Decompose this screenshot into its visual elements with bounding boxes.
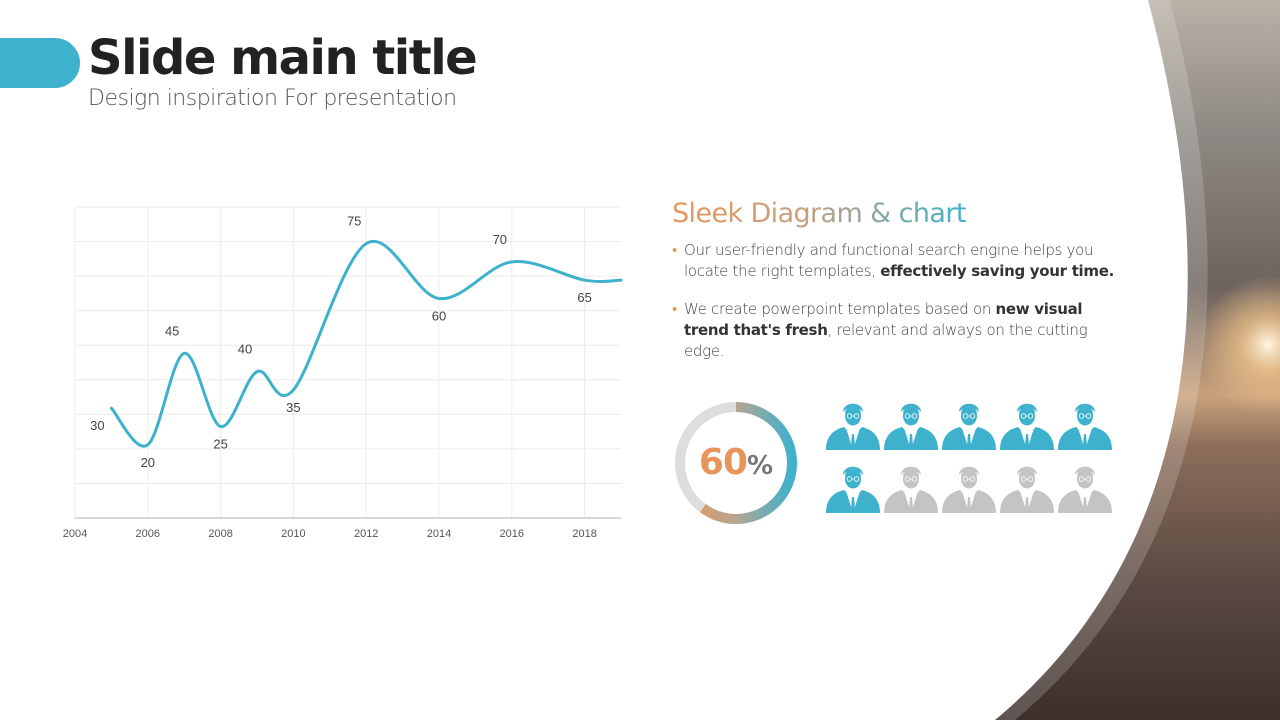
bullet-text: We create powerpoint templates based on	[684, 300, 996, 318]
x-tick-label: 2004	[63, 528, 87, 540]
info-bullets: • Our user-friendly and functional search…	[672, 240, 1122, 379]
title-accent-tab	[0, 38, 80, 88]
x-tick-label: 2014	[427, 528, 451, 540]
data-label: 45	[165, 323, 179, 338]
businessman-icon	[882, 459, 940, 515]
x-tick-label: 2006	[136, 528, 160, 540]
data-label: 60	[432, 308, 446, 323]
data-label: 75	[347, 214, 361, 229]
bullet-item: • We create powerpoint templates based on…	[672, 299, 1122, 362]
x-tick-label: 2018	[572, 528, 596, 540]
data-label: 25	[213, 437, 227, 452]
data-labels: 30 20 45 25 40 35 75 60 70 65	[90, 214, 592, 470]
percent-number: 60	[698, 442, 748, 483]
x-tick-label: 2008	[208, 528, 232, 540]
businessman-icon	[824, 459, 882, 515]
data-label: 40	[238, 342, 252, 357]
data-label: 70	[493, 232, 507, 247]
donut-progress-arc	[675, 402, 797, 524]
x-axis-ticks: 2004 2006 2008 2010 2012 2014 2016 2018	[63, 528, 597, 540]
chart-grid	[74, 206, 621, 519]
businessman-icon	[998, 459, 1056, 515]
percent-sign: %	[747, 451, 774, 481]
x-tick-label: 2012	[354, 528, 378, 540]
bullet-text: Our user-friendly and functional search …	[684, 241, 1094, 280]
series-line	[109, 239, 623, 448]
donut-percent-label: 60%	[666, 442, 806, 483]
bullet-bold-text: new visual trend that's fresh	[684, 300, 1083, 339]
businessman-icon	[882, 396, 940, 452]
businessman-icon	[940, 459, 998, 515]
businessman-icon	[824, 396, 882, 452]
slide-title: Slide main title	[88, 30, 478, 86]
data-label: 65	[577, 290, 591, 305]
info-heading: Sleek Diagram & chart	[672, 198, 966, 229]
data-label: 30	[90, 418, 104, 433]
bullet-item: • Our user-friendly and functional search…	[672, 240, 1122, 282]
x-tick-label: 2016	[500, 528, 524, 540]
businessman-icon	[998, 396, 1056, 452]
bullet-after-text: , relevant and always on the cutting edg…	[684, 321, 1088, 360]
percent-donut	[675, 402, 797, 524]
x-tick-label: 2010	[281, 528, 305, 540]
people-icon-grid	[820, 396, 1120, 520]
businessman-icon	[1056, 459, 1114, 515]
businessman-icon	[940, 396, 998, 452]
data-label: 20	[141, 455, 155, 470]
bullet-dot-icon: •	[672, 241, 677, 259]
data-label: 35	[286, 400, 300, 415]
bullet-dot-icon: •	[672, 300, 677, 318]
bullet-bold-text: effectively saving your time.	[880, 262, 1115, 280]
businessman-icon	[1056, 396, 1114, 452]
slide-subtitle: Design inspiration For presentation	[88, 86, 457, 111]
